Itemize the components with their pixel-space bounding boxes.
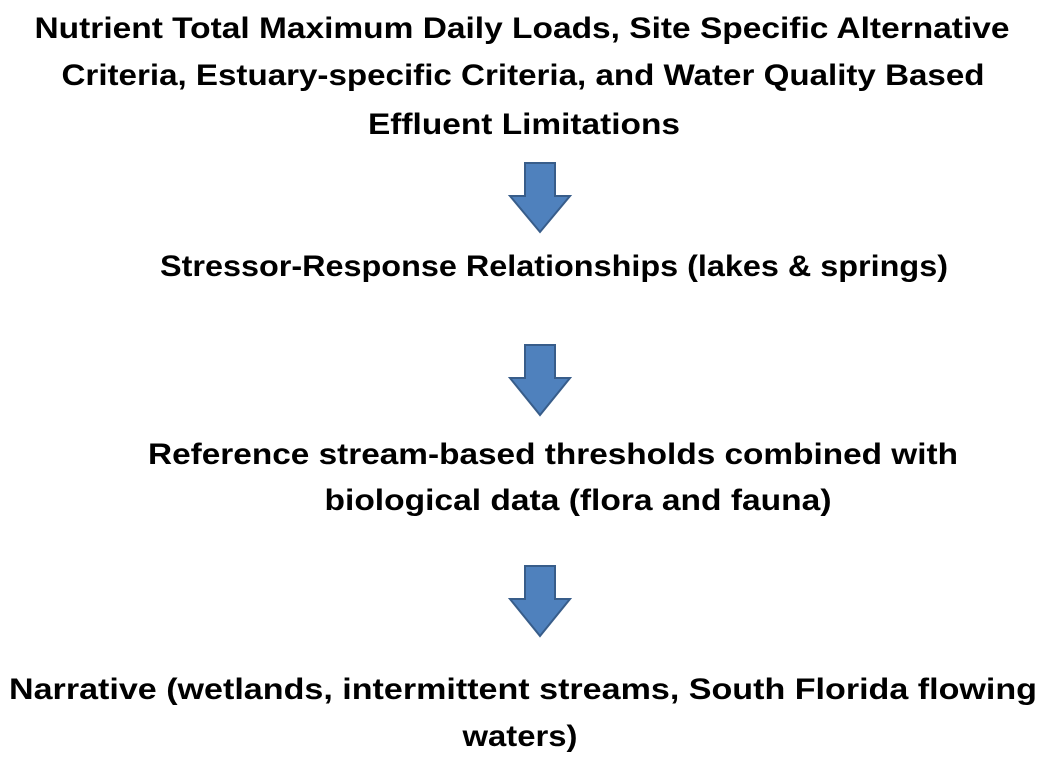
down-arrow (507, 344, 573, 417)
node-text: Reference stream-based thresholds combin… (148, 438, 958, 471)
node-text: Nutrient Total Maximum Daily Loads, Site… (35, 12, 1010, 45)
node-text: biological data (flora and fauna) (325, 484, 832, 517)
node-text: Narrative (wetlands, intermittent stream… (9, 673, 1037, 706)
down-arrow (507, 162, 573, 234)
node-text: waters) (461, 720, 577, 753)
node-text: Criteria, Estuary-specific Criteria, and… (62, 59, 985, 92)
node-text: Effluent Limitations (368, 108, 680, 141)
down-arrow (507, 565, 573, 638)
node-text: Stressor-Response Relationships (lakes &… (160, 250, 948, 283)
